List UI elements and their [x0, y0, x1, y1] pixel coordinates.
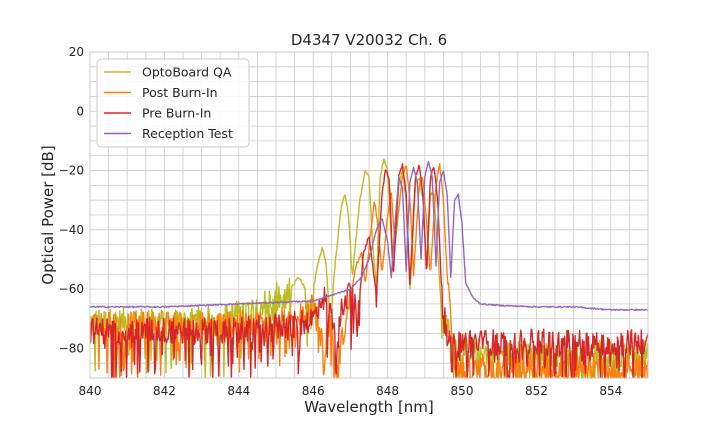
legend: OptoBoard QA Post Burn-In Pre Burn-In Recep… — [96, 58, 250, 148]
x-tick-label: 840 — [79, 384, 102, 398]
series-line-3 — [89, 160, 649, 312]
legend-label: OptoBoard QA — [142, 65, 232, 80]
y-tick-label: 0 — [76, 104, 84, 118]
series-line-2 — [89, 163, 649, 379]
y-tick-label: −40 — [59, 223, 84, 237]
x-axis-label: Wavelength [nm] — [304, 398, 434, 416]
y-tick-label: 20 — [69, 45, 84, 59]
y-tick-label: −60 — [59, 282, 84, 296]
chart-title: D4347 V20032 Ch. 6 — [291, 31, 447, 49]
x-tick-label: 846 — [302, 384, 325, 398]
x-tick-label: 844 — [227, 384, 250, 398]
x-tick-label: 854 — [599, 384, 622, 398]
x-tick-label: 842 — [153, 384, 176, 398]
plot-frame — [89, 51, 649, 379]
x-tick-label: 850 — [451, 384, 474, 398]
legend-label: Pre Burn-In — [142, 106, 211, 121]
y-axis-label: Optical Power [dB] — [39, 145, 57, 284]
x-tick-label: 848 — [376, 384, 399, 398]
series-lines — [89, 158, 649, 379]
y-tick-label: −20 — [59, 164, 84, 178]
x-tick-label: 852 — [525, 384, 548, 398]
tick-labels: 840 842 844 846 848 850 852 854 −80 −60 −40 −20 0 20 — [59, 45, 623, 398]
legend-label: Post Burn-In — [142, 85, 218, 100]
y-tick-label: −80 — [59, 341, 84, 355]
legend-label: Reception Test — [142, 126, 233, 141]
legend-box — [96, 58, 250, 148]
